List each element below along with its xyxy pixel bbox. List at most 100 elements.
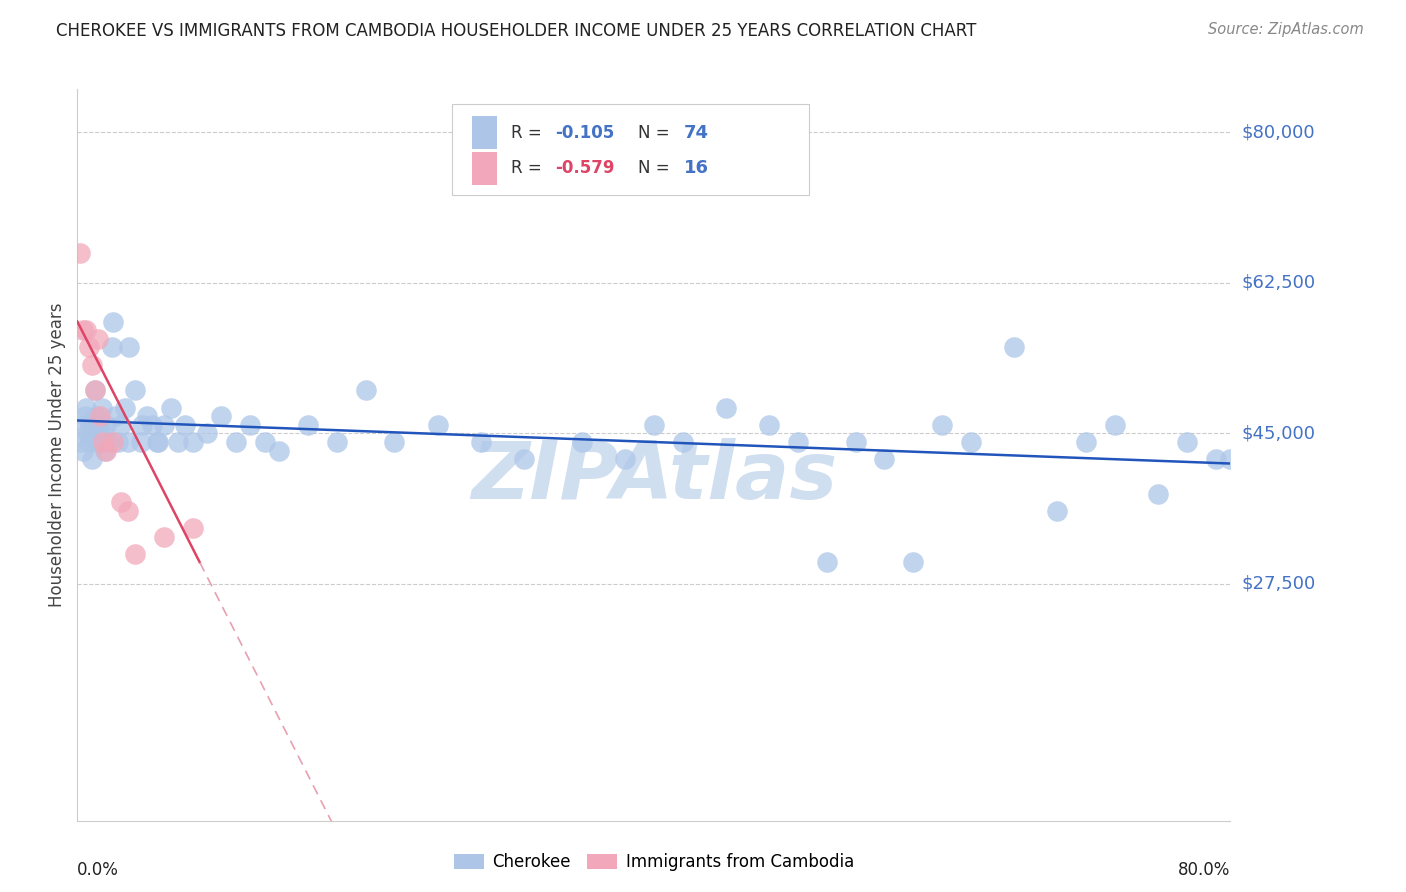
Point bbox=[160, 401, 183, 415]
Point bbox=[513, 452, 536, 467]
Text: 80.0%: 80.0% bbox=[1178, 861, 1230, 879]
Point bbox=[75, 323, 97, 337]
Point bbox=[382, 435, 406, 450]
Point bbox=[75, 401, 97, 415]
Point bbox=[1076, 435, 1098, 450]
Point bbox=[96, 417, 118, 432]
Point bbox=[101, 340, 124, 354]
Point bbox=[426, 417, 449, 432]
Text: ZIPAtlas: ZIPAtlas bbox=[471, 438, 837, 516]
Point bbox=[89, 409, 111, 424]
Text: 74: 74 bbox=[683, 124, 709, 142]
Point bbox=[83, 384, 105, 398]
FancyBboxPatch shape bbox=[471, 152, 496, 185]
Point bbox=[129, 435, 152, 450]
Point bbox=[354, 384, 377, 398]
Text: $27,500: $27,500 bbox=[1241, 575, 1316, 593]
Point bbox=[931, 417, 953, 432]
Point bbox=[103, 314, 125, 328]
Y-axis label: Householder Income Under 25 years: Householder Income Under 25 years bbox=[48, 302, 66, 607]
Point bbox=[1104, 417, 1126, 432]
Text: $80,000: $80,000 bbox=[1241, 123, 1315, 141]
Point bbox=[239, 417, 262, 432]
Point bbox=[86, 435, 108, 450]
Point bbox=[815, 556, 838, 570]
Point bbox=[643, 417, 665, 432]
Point bbox=[181, 521, 204, 535]
Point bbox=[77, 435, 100, 450]
Point bbox=[714, 401, 737, 415]
Point bbox=[1219, 452, 1241, 467]
Point bbox=[96, 443, 118, 458]
FancyBboxPatch shape bbox=[453, 103, 810, 195]
Point bbox=[174, 417, 197, 432]
Point bbox=[89, 435, 111, 450]
Point bbox=[73, 409, 96, 424]
Point bbox=[91, 426, 114, 441]
Point bbox=[72, 443, 94, 458]
Point bbox=[1147, 486, 1170, 500]
Point bbox=[181, 435, 204, 450]
Point bbox=[82, 426, 104, 441]
Text: 16: 16 bbox=[683, 159, 709, 177]
Point bbox=[211, 409, 233, 424]
Point bbox=[90, 401, 112, 415]
Point bbox=[845, 435, 868, 450]
Text: N =: N = bbox=[638, 124, 675, 142]
Point bbox=[903, 556, 925, 570]
Point bbox=[146, 435, 169, 450]
Point bbox=[1002, 340, 1025, 354]
Point bbox=[93, 443, 115, 458]
Point bbox=[153, 530, 174, 544]
Text: -0.579: -0.579 bbox=[554, 159, 614, 177]
Text: $62,500: $62,500 bbox=[1241, 274, 1316, 292]
Point bbox=[571, 435, 593, 450]
Point bbox=[1046, 504, 1069, 518]
Point bbox=[69, 245, 91, 260]
Point bbox=[167, 435, 190, 450]
Point bbox=[195, 426, 218, 441]
Point bbox=[98, 435, 121, 450]
Point bbox=[1175, 435, 1198, 450]
Point bbox=[107, 435, 129, 450]
Point bbox=[118, 340, 141, 354]
Text: R =: R = bbox=[510, 159, 547, 177]
Point bbox=[225, 435, 247, 450]
Point bbox=[80, 452, 103, 467]
Legend: Cherokee, Immigrants from Cambodia: Cherokee, Immigrants from Cambodia bbox=[447, 847, 860, 878]
Point bbox=[104, 409, 127, 424]
Text: 0.0%: 0.0% bbox=[77, 861, 120, 879]
Point bbox=[267, 443, 291, 458]
Point bbox=[91, 435, 114, 450]
Point bbox=[117, 504, 139, 518]
Text: -0.105: -0.105 bbox=[554, 124, 614, 142]
Point bbox=[103, 435, 125, 450]
Point bbox=[117, 435, 139, 450]
Point bbox=[110, 417, 132, 432]
Point bbox=[72, 323, 94, 337]
Point bbox=[614, 452, 637, 467]
Point bbox=[297, 417, 319, 432]
Point bbox=[787, 435, 810, 450]
Point bbox=[69, 435, 91, 450]
Point bbox=[325, 435, 349, 450]
Point bbox=[135, 409, 157, 424]
Point bbox=[84, 409, 107, 424]
FancyBboxPatch shape bbox=[471, 116, 496, 149]
Point bbox=[672, 435, 695, 450]
Text: $45,000: $45,000 bbox=[1241, 425, 1316, 442]
Point bbox=[86, 332, 108, 346]
Point bbox=[80, 358, 103, 372]
Text: Source: ZipAtlas.com: Source: ZipAtlas.com bbox=[1208, 22, 1364, 37]
Point bbox=[76, 426, 98, 441]
Point bbox=[70, 417, 93, 432]
Text: CHEROKEE VS IMMIGRANTS FROM CAMBODIA HOUSEHOLDER INCOME UNDER 25 YEARS CORRELATI: CHEROKEE VS IMMIGRANTS FROM CAMBODIA HOU… bbox=[56, 22, 977, 40]
Point bbox=[131, 417, 153, 432]
Point bbox=[960, 435, 983, 450]
Point bbox=[153, 417, 174, 432]
Point bbox=[114, 401, 136, 415]
Point bbox=[87, 417, 110, 432]
Point bbox=[83, 384, 105, 398]
Point bbox=[873, 452, 896, 467]
Text: R =: R = bbox=[510, 124, 547, 142]
